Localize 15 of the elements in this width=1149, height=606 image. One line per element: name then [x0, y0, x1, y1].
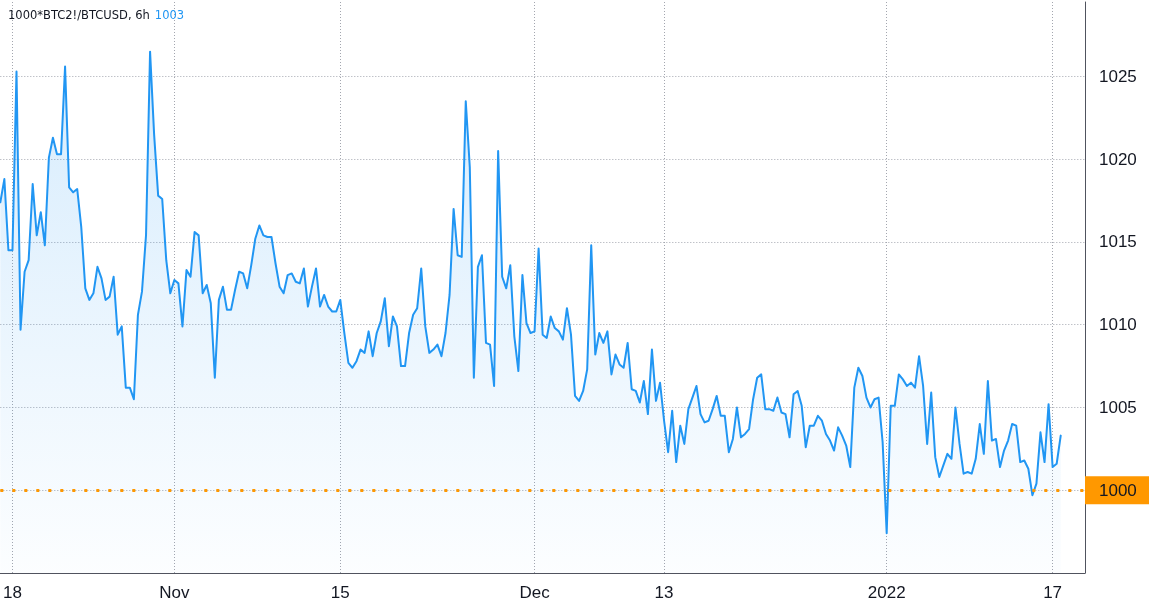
y-tick-label: 1005 — [1099, 397, 1137, 417]
text: 1000*BTC2!/BTCUSD, 6h — [8, 8, 150, 22]
x-tick-label: 15 — [330, 583, 350, 602]
y-tick-label: 1015 — [1099, 232, 1137, 252]
y-tick-label: 1025 — [1099, 66, 1137, 86]
x-tick-label: 17 — [1043, 583, 1063, 602]
y-tick-label: 1010 — [1099, 315, 1137, 335]
x-tick-label: Nov — [159, 583, 190, 602]
ref-line-label: 1000 — [1099, 480, 1137, 500]
text: 1003 — [154, 8, 185, 22]
x-tick-label: 2022 — [867, 583, 906, 602]
y-tick-label: 1020 — [1099, 149, 1137, 169]
x-tick-label: 13 — [654, 583, 674, 602]
x-tick-label: 18 — [2, 583, 22, 602]
x-tick-label: Dec — [519, 583, 551, 602]
